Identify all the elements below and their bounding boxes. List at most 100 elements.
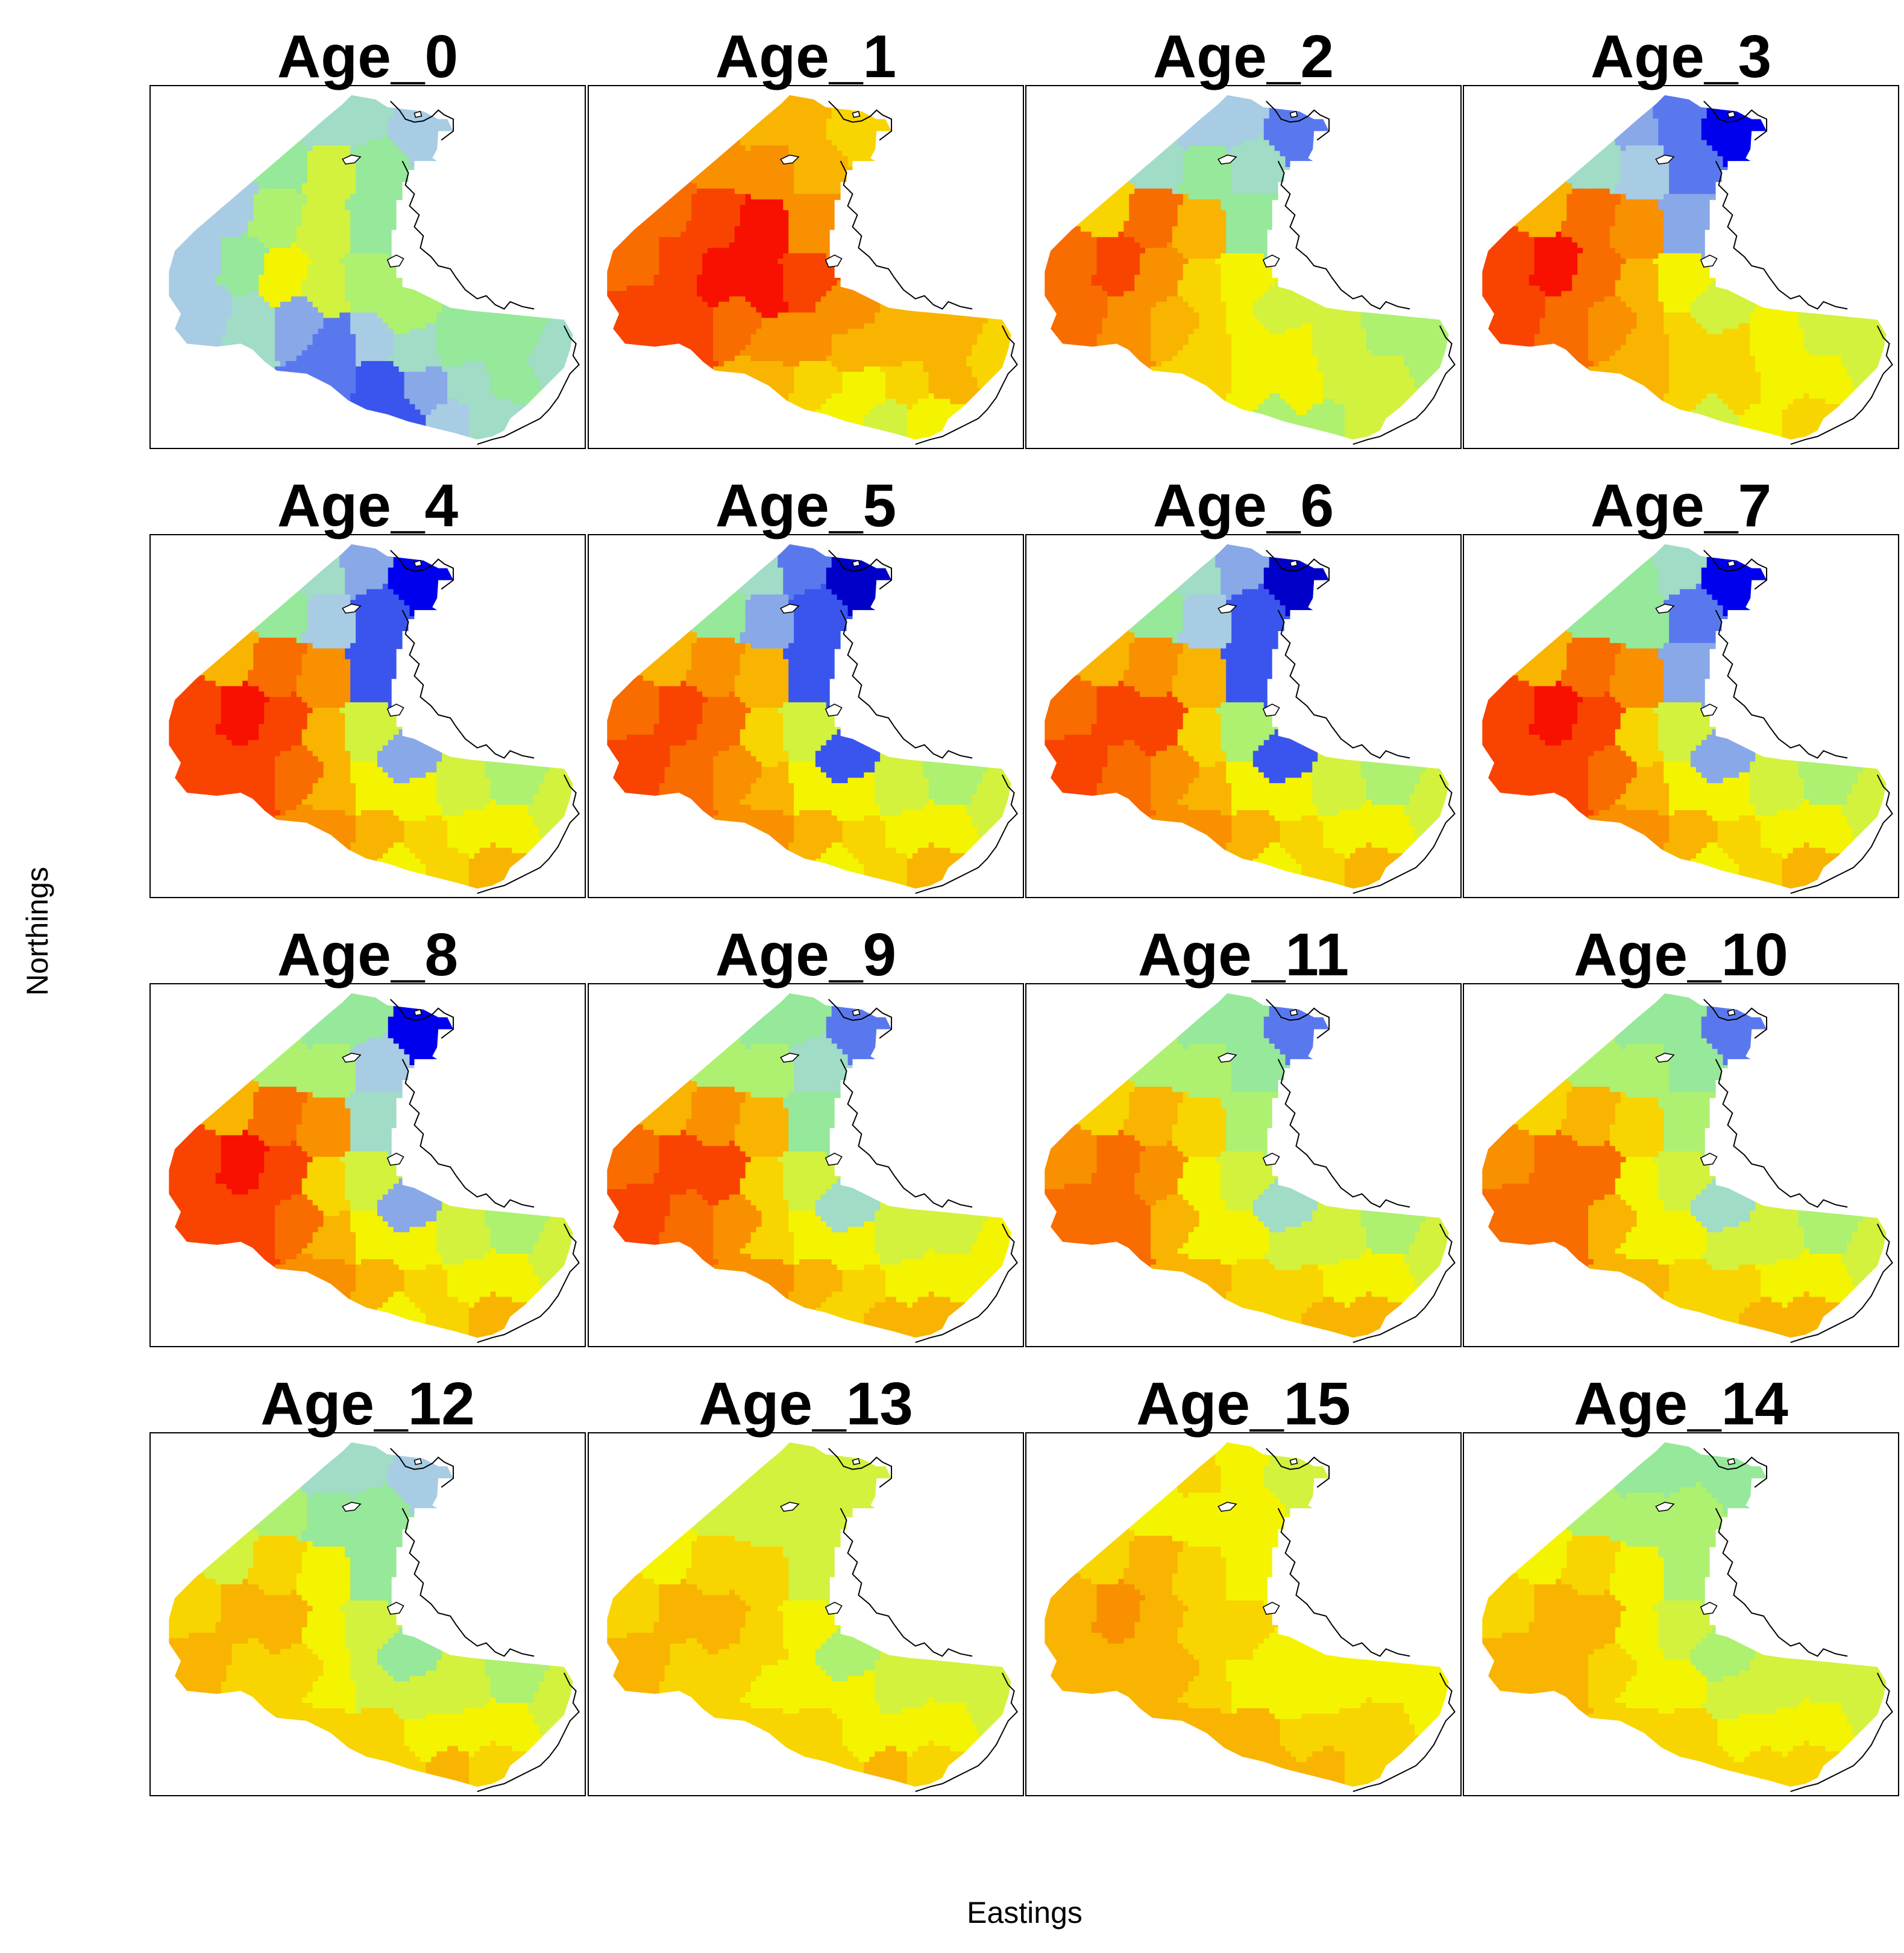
cell-fill [480, 92, 486, 98]
cell-fill [323, 307, 329, 313]
cell-fill [377, 242, 383, 248]
cell-fill [550, 329, 556, 335]
cell-fill [269, 302, 275, 308]
cell-fill [232, 183, 238, 189]
cell-fill [506, 216, 512, 222]
cell-fill [480, 156, 486, 162]
map-panel: Age_0 [149, 85, 586, 449]
cell-fill [566, 259, 572, 265]
cell-fill [318, 183, 324, 189]
cell-fill [366, 221, 372, 227]
cell-fill [323, 172, 329, 178]
cell-fill [469, 183, 475, 189]
cell-fill [415, 302, 421, 308]
cell-fill [561, 119, 567, 125]
cell-fill [512, 404, 518, 410]
cell-fill [426, 312, 432, 318]
cell-fill [377, 130, 383, 136]
cell-fill [227, 145, 233, 151]
cell-fill [453, 388, 459, 394]
cell-fill [286, 242, 292, 248]
cell-fill [307, 366, 313, 373]
cell-fill [334, 189, 340, 195]
cell-fill [232, 366, 238, 373]
cell-fill [350, 172, 356, 178]
cell-fill [544, 318, 550, 324]
cell-fill [361, 97, 367, 103]
cell-fill [571, 264, 577, 270]
cell-fill [366, 248, 372, 254]
cell-fill [512, 242, 518, 248]
cell-fill [264, 361, 270, 367]
cell-fill [485, 312, 491, 318]
cell-fill [512, 210, 518, 216]
cell-fill [328, 194, 335, 200]
cell-fill [577, 312, 583, 318]
cell-fill [469, 318, 475, 324]
cell-fill [463, 302, 470, 308]
cell-fill [544, 334, 550, 340]
cell-fill [571, 124, 577, 130]
cell-fill [345, 205, 351, 211]
cell-fill [480, 280, 486, 286]
cell-fill [275, 334, 281, 340]
cell-fill [415, 145, 421, 151]
cell-fill [366, 334, 372, 340]
cell-fill [555, 356, 561, 362]
cell-fill [555, 237, 561, 243]
cell-fill [458, 377, 464, 383]
cell-fill [394, 113, 400, 119]
cell-fill [458, 145, 464, 151]
cell-fill [328, 216, 335, 222]
cell-fill [410, 231, 416, 237]
cell-fill [447, 237, 453, 243]
cell-fill [561, 97, 567, 103]
cell-fill [506, 394, 512, 400]
cell-fill [512, 350, 518, 356]
cell-fill [458, 205, 464, 211]
cell-fill [533, 269, 539, 275]
cell-fill [491, 200, 497, 206]
cell-fill [156, 134, 162, 140]
cell-fill [485, 280, 491, 286]
cell-fill [227, 167, 233, 173]
cell-fill [162, 334, 168, 340]
cell-fill [210, 312, 216, 318]
cell-fill [356, 409, 362, 415]
cell-fill [528, 339, 534, 345]
cell-fill [383, 356, 389, 362]
cell-fill [167, 183, 173, 189]
cell-fill [372, 297, 378, 303]
cell-fill [318, 124, 324, 130]
cell-fill [480, 194, 486, 200]
cell-fill [383, 248, 389, 254]
cell-fill [280, 242, 286, 248]
cell-fill [167, 162, 173, 168]
cell-fill [431, 172, 437, 178]
cell-fill [151, 145, 157, 151]
cell-fill [232, 189, 238, 195]
cell-fill [291, 345, 297, 351]
cell-fill [216, 318, 222, 324]
cell-fill [221, 302, 227, 308]
cell-fill [426, 399, 432, 405]
cell-fill [269, 291, 275, 297]
cell-fill [307, 194, 313, 200]
cell-fill [361, 399, 367, 405]
cell-fill [302, 108, 308, 114]
cell-fill [447, 183, 453, 189]
cell-fill [453, 151, 459, 157]
cell-fill [162, 339, 168, 345]
cell-fill [544, 291, 550, 297]
cell-fill [334, 366, 340, 373]
cell-fill [539, 356, 545, 362]
cell-fill [286, 345, 292, 351]
cell-fill [420, 253, 426, 259]
cell-fill [571, 130, 577, 136]
cell-fill [275, 237, 281, 243]
cell-fill [194, 102, 200, 108]
cell-fill [307, 140, 313, 146]
cell-fill [172, 97, 178, 103]
cell-fill [356, 108, 362, 114]
cell-fill [275, 318, 281, 324]
